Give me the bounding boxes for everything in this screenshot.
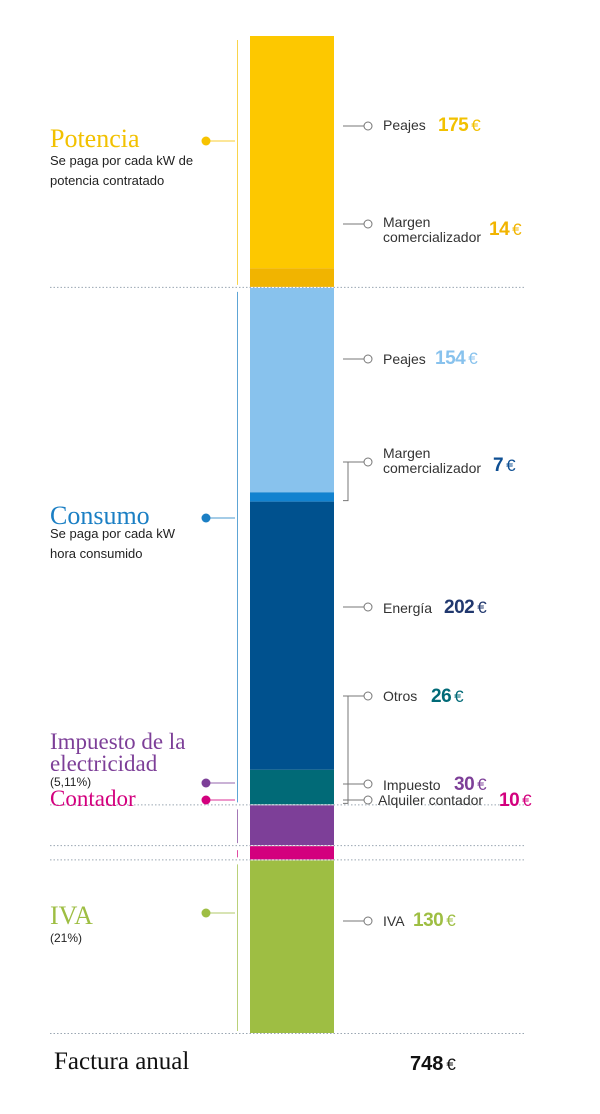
label-marker	[363, 219, 373, 229]
group-dot	[201, 778, 211, 788]
segment-label: Alquiler contador	[378, 792, 484, 808]
label-marker	[363, 354, 373, 364]
group-dot	[201, 908, 211, 918]
label-marker	[363, 457, 373, 467]
group-dot	[201, 513, 211, 523]
bar-segment	[250, 846, 334, 860]
label-marker	[363, 795, 373, 805]
bar-segment	[250, 769, 334, 805]
label-marker	[363, 121, 373, 131]
segment-value: 7 €	[493, 455, 516, 476]
total-label: Factura anual	[54, 1048, 190, 1075]
bar-segment	[250, 287, 334, 493]
category-title-iva: IVA	[50, 901, 93, 930]
segment-value: 175 €	[438, 115, 481, 136]
category-title-consumo: Consumo	[50, 501, 150, 530]
segment-value: 130 €	[413, 910, 456, 931]
category-desc-iva: (21%)	[50, 931, 83, 945]
segment-label: Impuesto	[383, 777, 441, 793]
segment-value: 10 €	[499, 790, 532, 811]
segment-label: Peajes	[383, 351, 426, 367]
bar-segment	[250, 805, 334, 846]
bar-segment	[250, 268, 334, 287]
bar-segment	[250, 860, 334, 1033]
group-dot	[201, 136, 211, 146]
bar-segment	[250, 36, 334, 269]
category-title-contador: Contador	[50, 786, 136, 811]
total-value: 748 €	[410, 1053, 456, 1075]
segment-label: Otros	[383, 688, 418, 704]
segment-value: 26 €	[431, 686, 464, 707]
label-marker	[363, 916, 373, 926]
segment-value: 154 €	[435, 348, 478, 369]
category-title-potencia: Potencia	[50, 124, 140, 153]
category-desc-impuesto: (5,11%)	[50, 775, 92, 789]
segment-bracket	[343, 461, 364, 502]
label-marker	[363, 691, 373, 701]
segment-value: 30 €	[454, 774, 487, 795]
segment-bracket	[343, 695, 364, 804]
segment-label: Peajes	[383, 117, 426, 133]
category-desc-potencia: Se paga por cada kW de potencia contrata…	[50, 153, 194, 188]
segment-label: Margen comercializador	[383, 445, 482, 476]
category-title-impuesto: Impuesto de la electricidad	[50, 729, 186, 776]
segment-label: Energía	[383, 600, 433, 616]
bar-segment	[250, 492, 334, 502]
group-dot	[201, 795, 211, 805]
segment-label: Margen comercializador	[383, 214, 482, 245]
category-desc-consumo: Se paga por cada kW hora consumido	[50, 526, 176, 561]
label-marker	[363, 779, 373, 789]
segment-value: 202 €	[444, 597, 487, 618]
bar-segment	[250, 501, 334, 770]
segment-label: IVA	[383, 913, 405, 929]
label-marker	[363, 602, 373, 612]
segment-value: 14 €	[489, 219, 522, 240]
